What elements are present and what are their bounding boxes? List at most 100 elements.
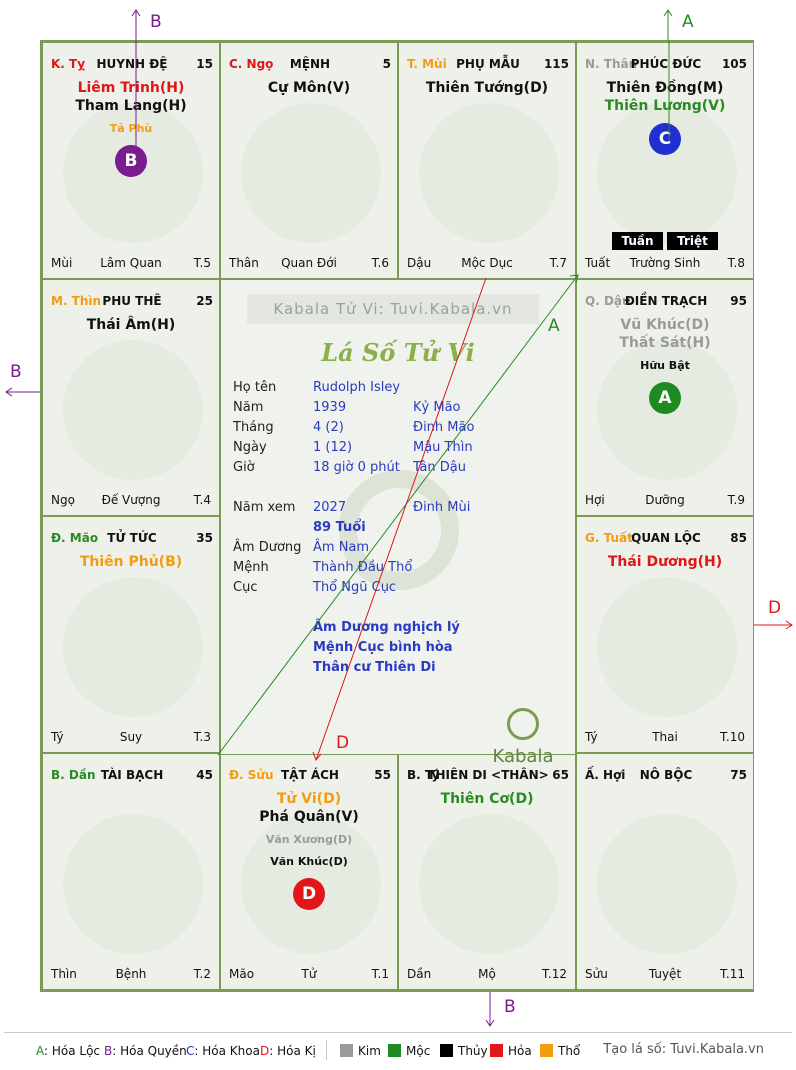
- palace-stars: Vũ Khúc(D) Thất Sát(H) Hữu Bật A: [577, 316, 753, 414]
- palace-header: Đ. Sửu TẬT ÁCH 55: [229, 768, 391, 784]
- footer-stage: Mộc Dục: [461, 256, 513, 270]
- site-credit: Tạo lá số: Tuvi.Kabala.vn: [603, 1042, 764, 1057]
- chart-board: K. Tỵ HUYNH ĐỆ 15 Liêm Trinh(H) Tham Lang(H)…: [40, 40, 754, 992]
- palace-footer: Thân Quan Đới T.6: [229, 256, 389, 272]
- zodiac-watermark: [419, 814, 559, 954]
- tuan-label: Tuần: [612, 232, 663, 250]
- zodiac-watermark: [241, 103, 381, 243]
- palace-name: TẬT ÁCH: [281, 768, 339, 782]
- palace-tuat[interactable]: G. Tuất QUAN LỘC 85 Thái Dương(H) Tý Thai T.10: [576, 516, 754, 753]
- footer-branch: Thìn: [51, 967, 77, 981]
- footer-branch: Dậu: [407, 256, 432, 270]
- palace-thin[interactable]: M. Thìn PHU THÊ 25 Thái Âm(H) Ngọ Đế Vượng T.4: [42, 279, 220, 516]
- palace-header: M. Thìn PHU THÊ 25: [51, 294, 213, 310]
- palace-stem-branch: Q. Dậu: [585, 294, 631, 308]
- legend-element-item: Thủy: [440, 1044, 488, 1058]
- palace-mao[interactable]: Đ. Mão TỬ TỨC 35 Thiên Phủ(B) Tý Suy T.3: [42, 516, 220, 753]
- footer-index: T.2: [193, 967, 211, 981]
- palace-footer: Dần Mộ T.12: [407, 967, 567, 983]
- palace-tyy[interactable]: B. Tý THIÊN DI <THÂN> 65 Thiên Cơ(D) Dần Mộ T.…: [398, 753, 576, 990]
- minor-star: Văn Xương(D): [265, 833, 353, 846]
- palace-stars: Thiên Đồng(M) Thiên Lương(V) C: [577, 79, 753, 155]
- footer-index: T.11: [720, 967, 745, 981]
- center-note: Âm Dương nghịch lý: [313, 620, 460, 635]
- arrow-label-left: B: [10, 362, 22, 382]
- palace-header: B. Tý THIÊN DI <THÂN> 65: [407, 768, 569, 784]
- footer-branch: Mùi: [51, 256, 73, 270]
- info-label: Mệnh: [233, 560, 269, 575]
- palace-header: G. Tuất QUAN LỘC 85: [585, 531, 747, 547]
- main-star: Thiên Lương(V): [604, 98, 726, 114]
- palace-age: 25: [196, 294, 213, 308]
- palace-stem-branch: M. Thìn: [51, 294, 102, 308]
- info-row: Mệnh Thành Đầu Thổ: [233, 560, 563, 578]
- legend-transform-item: B: Hóa Quyền: [104, 1044, 187, 1058]
- arrow-label-center-d: D: [336, 733, 350, 753]
- main-star: Vũ Khúc(D): [620, 317, 710, 333]
- palace-name: HUYNH ĐỆ: [96, 57, 168, 71]
- triet-label: Triệt: [667, 232, 718, 250]
- palace-age: 55: [374, 768, 391, 782]
- footer-stage: Đế Vượng: [101, 493, 161, 507]
- transform-badge-c: C: [649, 123, 681, 155]
- arrow-label-top-left: B: [150, 12, 162, 32]
- palace-age: 65: [552, 768, 569, 782]
- palace-header: Q. Dậu ĐIỀN TRẠCH 95: [585, 294, 747, 310]
- footer-branch: Tý: [585, 730, 598, 744]
- main-star: Thất Sát(H): [619, 335, 711, 351]
- legend-transform-item: D: Hóa Kị: [260, 1044, 316, 1058]
- palace-stem-branch: T. Mùi: [407, 57, 447, 71]
- palace-stars: Thiên Phủ(B): [43, 553, 219, 571]
- info-value: 89 Tuổi: [313, 520, 366, 535]
- center-info-panel: Kabala Tử Vi: Tuvi.Kabala.vn Lá Số Tử Vi H…: [220, 279, 576, 767]
- palace-name: PHỤ MẪU: [456, 57, 520, 71]
- palace-stars: Thái Dương(H): [577, 553, 753, 571]
- palace-suu[interactable]: Đ. Sửu TẬT ÁCH 55 Tử Vi(D) Phá Quân(V) Văn Xư…: [220, 753, 398, 990]
- arrow-label-center-a: A: [548, 316, 560, 336]
- palace-stars: Tử Vi(D) Phá Quân(V) Văn Xương(D) Văn Khúc(…: [221, 790, 397, 910]
- minor-star: Hữu Bật: [640, 359, 690, 372]
- main-star: Liêm Trinh(H): [77, 80, 185, 96]
- palace-name: PHÚC ĐỨC: [630, 57, 702, 71]
- footer-index: T.6: [371, 256, 389, 270]
- element-swatch: [440, 1044, 453, 1057]
- palace-header: Ấ. Hợi NÔ BỘC 75: [585, 768, 747, 784]
- palace-hoi[interactable]: Ấ. Hợi NÔ BỘC 75 Sửu Tuyệt T.11: [576, 753, 754, 990]
- palace-than[interactable]: N. Thân PHÚC ĐỨC 105 Thiên Đồng(M) Thiên Lươ…: [576, 42, 754, 279]
- palace-name: QUAN LỘC: [631, 531, 701, 545]
- main-star: Tham Lang(H): [75, 98, 187, 114]
- palace-dau[interactable]: Q. Dậu ĐIỀN TRẠCH 95 Vũ Khúc(D) Thất Sát(H) H…: [576, 279, 754, 516]
- zodiac-watermark: [597, 814, 737, 954]
- footer-stage: Thai: [652, 730, 678, 744]
- info-label: Giờ: [233, 460, 255, 475]
- main-star: Phá Quân(V): [259, 809, 359, 825]
- transform-badge-a: A: [649, 382, 681, 414]
- info-label: Ngày: [233, 440, 267, 455]
- footer-index: T.3: [193, 730, 211, 744]
- palace-stars: Thái Âm(H): [43, 316, 219, 334]
- palace-name: PHU THÊ: [102, 294, 162, 308]
- main-star: Thái Dương(H): [607, 554, 723, 570]
- info-value: 4 (2): [313, 420, 344, 435]
- palace-age: 45: [196, 768, 213, 782]
- info-label: Âm Dương: [233, 540, 302, 555]
- footer-branch: Hợi: [585, 493, 605, 507]
- palace-dan[interactable]: B. Dần TÀI BẠCH 45 Thìn Bệnh T.2: [42, 753, 220, 990]
- info-value: 18 giờ 0 phút: [313, 460, 400, 475]
- palace-header: T. Mùi PHỤ MẪU 115: [407, 57, 569, 73]
- palace-ty[interactable]: K. Tỵ HUYNH ĐỆ 15 Liêm Trinh(H) Tham Lang(H)…: [42, 42, 220, 279]
- element-swatch: [540, 1044, 553, 1057]
- footer-stage: Mộ: [478, 967, 496, 981]
- palace-footer: Tý Suy T.3: [51, 730, 211, 746]
- palace-ngo[interactable]: C. Ngọ MỆNH 5 Cự Môn(V) Thân Quan Đới T.6: [220, 42, 398, 279]
- element-swatch: [490, 1044, 503, 1057]
- main-star: Thiên Đồng(M): [606, 80, 724, 96]
- palace-age: 35: [196, 531, 213, 545]
- palace-mui[interactable]: T. Mùi PHỤ MẪU 115 Thiên Tướng(D) Dậu Mộc Dục…: [398, 42, 576, 279]
- footer-index: T.7: [549, 256, 567, 270]
- palace-stem-branch: C. Ngọ: [229, 57, 274, 71]
- footer-stage: Bệnh: [115, 967, 147, 981]
- footer-index: T.4: [193, 493, 211, 507]
- info-value-can-chi: Mậu Thìn: [413, 440, 473, 455]
- legend-transform-item: C: Hóa Khoa: [186, 1044, 260, 1058]
